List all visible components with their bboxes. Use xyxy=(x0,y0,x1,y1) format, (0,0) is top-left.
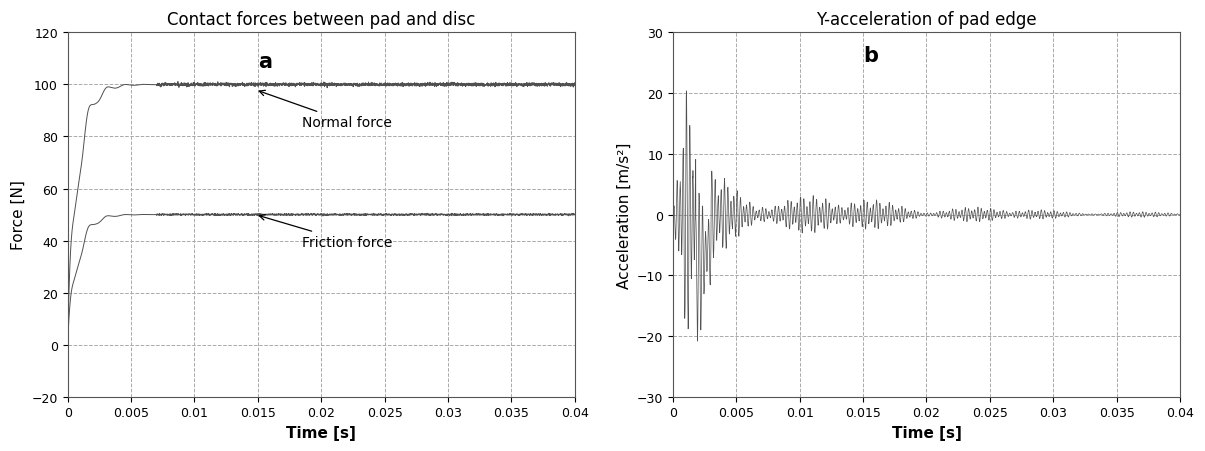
Y-axis label: Force [N]: Force [N] xyxy=(11,180,27,250)
Title: Y-acceleration of pad edge: Y-acceleration of pad edge xyxy=(816,11,1036,29)
X-axis label: Time [s]: Time [s] xyxy=(287,425,357,440)
X-axis label: Time [s]: Time [s] xyxy=(892,425,962,440)
Text: b: b xyxy=(863,46,878,65)
Text: a: a xyxy=(258,51,272,72)
Text: Friction force: Friction force xyxy=(259,215,393,249)
Y-axis label: Acceleration [m/s²]: Acceleration [m/s²] xyxy=(617,142,631,288)
Text: Normal force: Normal force xyxy=(259,91,392,130)
Title: Contact forces between pad and disc: Contact forces between pad and disc xyxy=(167,11,476,29)
